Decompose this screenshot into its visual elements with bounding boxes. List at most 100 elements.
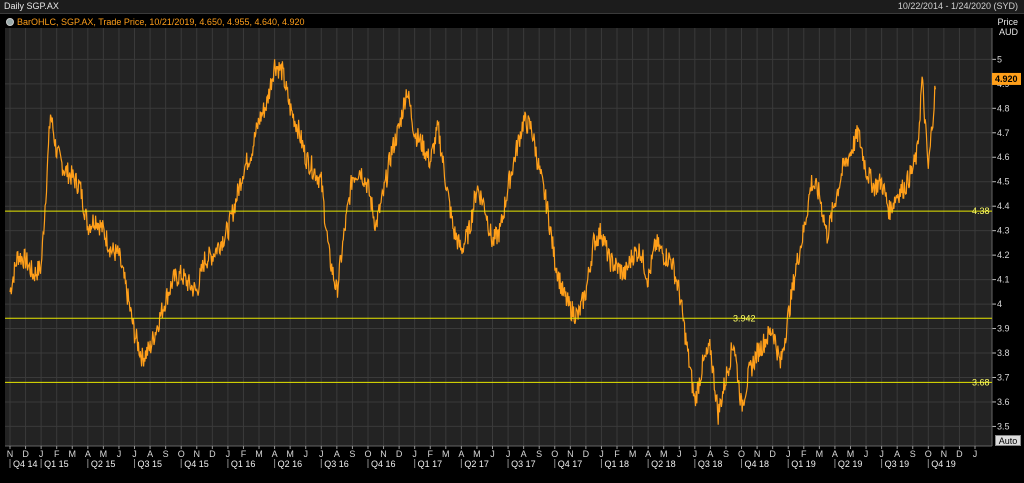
month-label: J [973, 449, 978, 459]
quarter-label: Q3 19 [885, 459, 910, 469]
month-label: O [738, 449, 745, 459]
quarter-label: Q2 16 [278, 459, 303, 469]
quarter-label: Q4 19 [931, 459, 956, 469]
month-label: F [427, 449, 433, 459]
date-range: 10/22/2014 - 1/24/2020 (SYD) [897, 1, 1018, 11]
quarter-label: Q4 15 [184, 459, 209, 469]
y-tick-label: 4.4 [997, 201, 1010, 211]
month-label: M [255, 449, 263, 459]
month-label: S [910, 449, 916, 459]
month-label: A [894, 449, 900, 459]
month-label: S [163, 449, 169, 459]
y-tick-label: 4.3 [997, 226, 1010, 236]
month-label: J [132, 449, 137, 459]
month-label: D [22, 449, 29, 459]
quarter-label: Q1 15 [44, 459, 69, 469]
y-tick-label: 4.2 [997, 250, 1010, 260]
y-axis-title: Price AUD [997, 17, 1018, 37]
last-price-marker [992, 72, 1021, 85]
quarter-label: Q4 16 [371, 459, 396, 469]
y-tick-label: 3.7 [997, 372, 1010, 382]
month-label: J [39, 449, 44, 459]
month-label: J [303, 449, 308, 459]
quarter-label: Q3 15 [138, 459, 163, 469]
month-label: J [879, 449, 884, 459]
quarter-label: Q4 17 [558, 459, 583, 469]
reference-line-label: 3.942 [733, 313, 756, 323]
month-label: F [54, 449, 60, 459]
quarter-label: Q4 18 [745, 459, 770, 469]
month-label: J [226, 449, 231, 459]
quarter-label: Q1 17 [418, 459, 443, 469]
month-label: J [786, 449, 791, 459]
quarter-label: Q3 16 [324, 459, 349, 469]
month-label: F [241, 449, 247, 459]
auto-scale-button[interactable]: Auto [995, 435, 1021, 446]
y-tick-label: 4 [997, 299, 1002, 309]
y-tick-label: 4.6 [997, 152, 1010, 162]
month-label: A [832, 449, 838, 459]
quarter-label: Q1 19 [791, 459, 816, 469]
month-label: O [178, 449, 185, 459]
price-series-line [9, 59, 936, 425]
legend-icon [6, 18, 14, 26]
last-price-label: 4.920 [995, 74, 1018, 84]
month-label: N [7, 449, 14, 459]
y-tick-label: 4.5 [997, 177, 1010, 187]
reference-line-label: 3.68 [972, 377, 990, 387]
month-label: J [117, 449, 122, 459]
month-label: M [629, 449, 637, 459]
month-label: D [396, 449, 403, 459]
month-label: J [490, 449, 495, 459]
y-tick-label: 3.6 [997, 397, 1010, 407]
month-label: M [442, 449, 450, 459]
month-label: N [380, 449, 387, 459]
y-tick-label: 4.8 [997, 103, 1010, 113]
quarter-label: Q1 18 [604, 459, 629, 469]
month-label: J [319, 449, 324, 459]
month-label: M [69, 449, 77, 459]
quarter-label: Q3 18 [698, 459, 723, 469]
month-label: D [583, 449, 590, 459]
month-label: N [194, 449, 201, 459]
series-legend[interactable]: BarOHLC, SGP.AX, Trade Price, 10/21/2019… [6, 17, 305, 27]
month-label: M [100, 449, 108, 459]
reference-line-label: 4.38 [972, 206, 990, 216]
quarter-label: Q2 19 [838, 459, 863, 469]
month-label: M [660, 449, 668, 459]
month-label: F [801, 449, 807, 459]
month-label: A [272, 449, 278, 459]
quarter-label: Q1 16 [231, 459, 256, 469]
month-label: J [412, 449, 417, 459]
month-label: J [506, 449, 511, 459]
month-label: S [536, 449, 542, 459]
month-label: A [334, 449, 340, 459]
y-tick-label: 4.7 [997, 128, 1010, 138]
y-tick-label: 3.8 [997, 348, 1010, 358]
month-label: N [754, 449, 761, 459]
quarter-label: Q2 15 [91, 459, 116, 469]
y-tick-label: 3.9 [997, 324, 1010, 334]
month-label: N [941, 449, 948, 459]
month-label: A [645, 449, 651, 459]
month-label: A [521, 449, 527, 459]
month-label: S [723, 449, 729, 459]
month-label: A [458, 449, 464, 459]
y-axis-title-price: Price [997, 17, 1018, 27]
title-bar: Daily SGP.AX 10/22/2014 - 1/24/2020 (SYD… [0, 0, 1024, 14]
month-label: S [349, 449, 355, 459]
month-label: A [85, 449, 91, 459]
y-axis-title-currency: AUD [998, 27, 1018, 37]
month-label: O [925, 449, 932, 459]
month-label: J [677, 449, 682, 459]
y-tick-label: 4.1 [997, 275, 1010, 285]
month-label: D [209, 449, 216, 459]
month-label: A [147, 449, 153, 459]
month-label: M [286, 449, 294, 459]
month-label: N [567, 449, 574, 459]
month-label: O [364, 449, 371, 459]
month-label: J [599, 449, 604, 459]
quarter-label: Q2 18 [651, 459, 676, 469]
quarter-label: Q3 17 [511, 459, 536, 469]
